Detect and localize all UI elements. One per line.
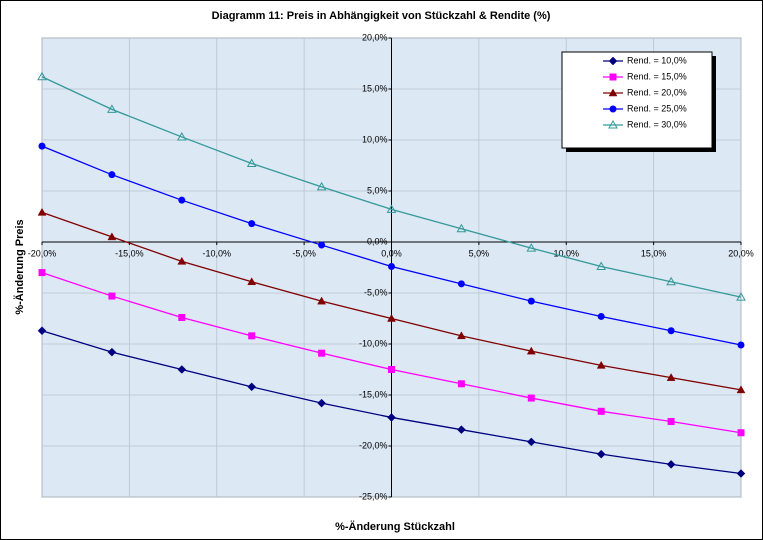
marker — [107, 104, 117, 113]
marker — [388, 366, 395, 373]
marker — [526, 437, 536, 447]
marker — [178, 313, 186, 321]
marker — [666, 276, 676, 286]
x-tick-label: -10,0% — [202, 248, 231, 258]
marker — [247, 382, 257, 392]
marker — [248, 332, 256, 340]
marker — [37, 207, 47, 216]
marker — [247, 277, 257, 286]
marker — [609, 73, 617, 81]
marker — [608, 119, 618, 129]
x-tick-label: -5,0% — [292, 248, 316, 258]
marker — [386, 204, 397, 213]
legend-label: Rend. = 15,0% — [627, 71, 687, 81]
marker — [667, 327, 675, 335]
marker — [108, 292, 116, 300]
marker — [737, 429, 745, 437]
marker — [317, 398, 326, 408]
marker — [387, 313, 396, 322]
marker — [37, 326, 47, 336]
marker — [737, 341, 745, 349]
marker — [526, 346, 536, 355]
x-tick-label: -15,0% — [115, 248, 144, 258]
chart-title: Diagramm 11: Preis in Abhängigkeit von S… — [212, 10, 551, 22]
marker — [457, 380, 465, 388]
marker — [248, 220, 256, 228]
y-axis-label: %-Änderung Preis — [13, 219, 26, 314]
marker — [177, 365, 187, 374]
marker — [107, 232, 117, 241]
marker — [317, 296, 327, 305]
marker — [667, 418, 675, 426]
marker — [457, 425, 466, 435]
y-tick-label: -25,0% — [359, 491, 388, 501]
y-tick-label: 5,0% — [367, 185, 388, 195]
marker — [177, 256, 187, 265]
series-line — [41, 76, 742, 298]
x-tick-label: -20,0% — [28, 248, 57, 258]
y-tick-label: 20,0% — [362, 32, 388, 42]
marker — [608, 56, 618, 66]
x-axis-label: %-Änderung Stückzahl — [335, 520, 455, 533]
marker — [387, 413, 396, 422]
legend-label: Rend. = 30,0% — [627, 119, 687, 129]
marker — [609, 105, 617, 113]
marker — [456, 223, 467, 233]
marker — [666, 373, 676, 381]
marker — [526, 243, 537, 252]
marker — [736, 385, 746, 394]
marker — [318, 349, 326, 357]
marker — [318, 241, 326, 249]
x-tick-label: 5,0% — [469, 248, 490, 258]
y-tick-label: -20,0% — [359, 440, 388, 450]
marker — [736, 469, 746, 478]
marker — [38, 142, 46, 150]
legend-label: Rend. = 25,0% — [627, 103, 687, 113]
marker — [597, 407, 605, 415]
y-tick-label: 0,0% — [367, 236, 388, 246]
marker — [37, 71, 47, 81]
marker — [596, 360, 606, 369]
legend-items: Rend. = 10,0% Rend. = 15,0% Rend. = 20,0% R… — [603, 55, 687, 129]
marker — [108, 171, 116, 179]
marker — [107, 347, 117, 357]
marker — [246, 158, 257, 167]
marker — [666, 460, 676, 469]
y-tick-label: -15,0% — [359, 389, 388, 399]
legend — [561, 51, 713, 149]
marker — [176, 131, 187, 141]
marker — [596, 261, 607, 270]
y-tick-label: -10,0% — [359, 338, 388, 348]
marker — [38, 269, 46, 277]
marker — [597, 312, 605, 320]
x-tick-label: 20,0% — [728, 248, 754, 258]
x-tick-label: 10,0% — [553, 248, 579, 258]
marker — [596, 449, 606, 459]
marker — [608, 88, 618, 97]
marker — [457, 280, 465, 288]
marker — [456, 331, 466, 340]
marker — [527, 297, 535, 305]
y-tick-label: -5,0% — [364, 287, 388, 297]
marker — [527, 394, 535, 402]
marker — [178, 196, 186, 204]
x-tick-label: 15,0% — [641, 248, 667, 258]
marker — [388, 262, 395, 270]
marker — [736, 292, 746, 301]
y-tick-label: 15,0% — [362, 83, 388, 93]
marker — [316, 181, 327, 191]
legend-label: Rend. = 20,0% — [627, 87, 687, 97]
plot — [37, 71, 746, 478]
legend-label: Rend. = 10,0% — [627, 55, 687, 65]
y-tick-label: 10,0% — [362, 134, 388, 144]
